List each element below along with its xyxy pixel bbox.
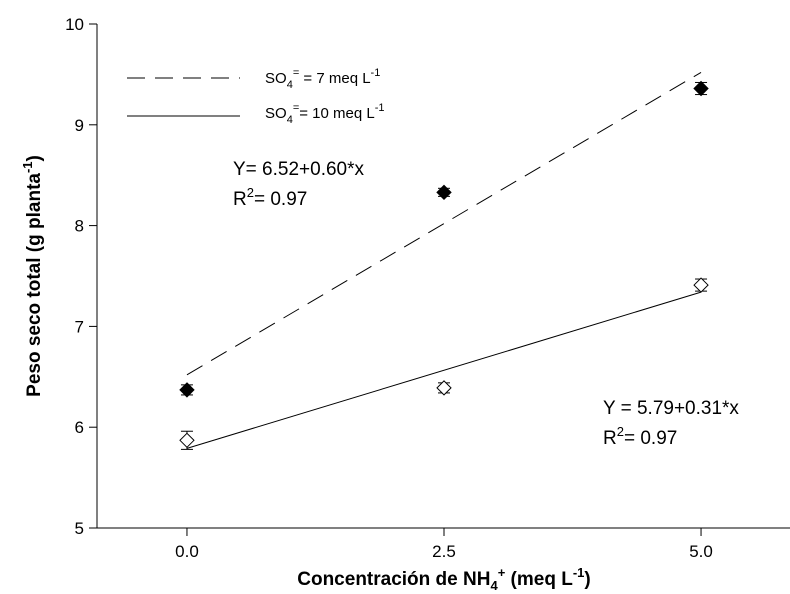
legend-label-2-prefix: SO (265, 105, 287, 122)
data-point-series-2 (693, 277, 709, 293)
data-point-series-1 (436, 184, 452, 201)
legend-label-1-prefix: SO (265, 70, 287, 87)
plot-area: 5 6 7 8 9 10 0.0 2.5 5.0 (65, 15, 790, 561)
x-title-sup: + (498, 565, 506, 580)
r2-1-value: = 0.97 (254, 189, 307, 210)
legend: SO4= = 7 meq L-1 SO4== 10 meq L-1 (127, 67, 385, 126)
y-tick-label: 8 (75, 217, 84, 236)
x-title-text: Concentración de NH (297, 569, 490, 590)
y-axis-title: Peso seco total (g planta-1) (20, 155, 45, 397)
legend-label-2-sup: = (293, 102, 299, 114)
y-tick-label: 5 (75, 519, 84, 538)
legend-label-series-2: SO4== 10 meq L-1 (265, 102, 385, 126)
regression-annotations: Y= 6.52+0.60*x R2= 0.97 Y = 5.79+0.31*x … (233, 159, 739, 449)
r2-2-prefix: R (603, 428, 617, 449)
x-ticks: 0.0 2.5 5.0 (175, 528, 713, 561)
legend-label-1-sup: = (293, 67, 299, 79)
legend-label-1-sub: 4 (287, 79, 293, 91)
legend-label-2-sub: 4 (287, 114, 293, 126)
equation-series-1: Y= 6.52+0.60*x (233, 159, 364, 180)
legend-label-2-mid: = 10 meq L (299, 105, 374, 122)
r2-2-value: = 0.97 (624, 428, 677, 449)
y-tick-label: 10 (65, 15, 84, 34)
fit-line-series-2 (186, 291, 702, 449)
legend-label-1-sup2: -1 (371, 67, 381, 79)
data-point-series-1 (179, 382, 195, 398)
y-title-end: ) (24, 155, 45, 161)
y-title-sup: -1 (20, 161, 35, 173)
x-tick-label: 2.5 (432, 542, 456, 561)
r2-1-prefix: R (233, 189, 247, 210)
legend-label-series-1: SO4= = 7 meq L-1 (265, 67, 380, 91)
legend-label-1-mid: = 7 meq L (299, 70, 370, 87)
x-title-end: ) (584, 569, 590, 590)
data-points (179, 80, 709, 450)
y-ticks: 5 6 7 8 9 10 (65, 15, 97, 538)
y-title-text: Peso seco total (g planta (24, 173, 45, 397)
x-tick-label: 5.0 (689, 542, 713, 561)
y-tick-label: 7 (75, 317, 84, 336)
x-title-sub: 4 (490, 578, 498, 593)
x-tick-label: 0.0 (175, 542, 199, 561)
data-point-series-1 (693, 80, 709, 97)
x-title-rest: (meq L (505, 569, 573, 590)
data-point-series-2 (179, 432, 195, 449)
r2-2-sup: 2 (617, 424, 624, 439)
y-tick-label: 6 (75, 418, 84, 437)
fit-line-series-1 (186, 71, 702, 376)
y-tick-label: 9 (75, 116, 84, 135)
x-axis-title: Concentración de NH4+ (meq L-1) (297, 565, 590, 593)
fit-lines (186, 71, 702, 449)
equation-series-2: Y = 5.79+0.31*x (603, 398, 739, 419)
r-squared-series-1: R2= 0.97 (233, 185, 307, 210)
r2-1-sup: 2 (247, 185, 254, 200)
x-title-sup2: -1 (573, 565, 585, 580)
legend-label-2-sup2: -1 (375, 102, 385, 114)
r-squared-series-2: R2= 0.97 (603, 424, 677, 449)
data-point-series-2 (436, 380, 452, 396)
